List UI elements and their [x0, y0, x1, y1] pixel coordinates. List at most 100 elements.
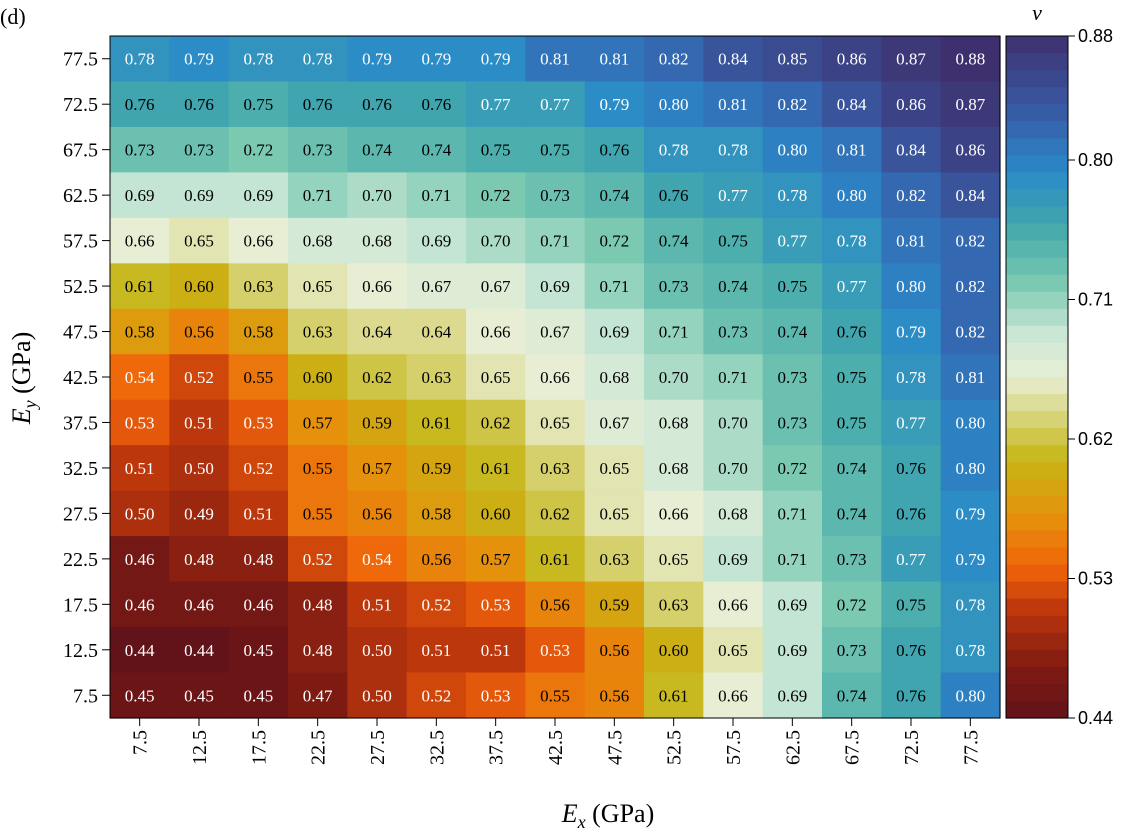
colorbar-segment [1006, 462, 1068, 480]
heatmap-cell-label: 0.75 [896, 595, 926, 614]
heatmap-cell [347, 672, 408, 719]
heatmap-cell [525, 581, 586, 628]
y-tick-label: 17.5 [63, 594, 98, 616]
heatmap-cell [169, 627, 230, 674]
colorbar-segment [1006, 411, 1068, 429]
heatmap-cell-label: 0.78 [659, 141, 689, 160]
heatmap-cell-label: 0.80 [955, 686, 985, 705]
colorbar-tick-label: 0.53 [1078, 569, 1113, 589]
heatmap-cell [644, 672, 704, 719]
heatmap-cell [406, 672, 467, 719]
heatmap-cell [644, 536, 704, 583]
colorbar-segment [1006, 547, 1068, 566]
heatmap-cell [110, 81, 170, 128]
heatmap-cell-label: 0.73 [777, 368, 807, 387]
heatmap-cell-label: 0.77 [540, 95, 570, 114]
heatmap-cell-label: 0.76 [896, 459, 926, 478]
colorbar-segment [1006, 223, 1068, 242]
colorbar-segment [1006, 445, 1068, 463]
heatmap-cell [822, 627, 882, 674]
heatmap-cell-label: 0.68 [303, 232, 333, 251]
heatmap-cell [169, 217, 230, 264]
heatmap-cell [940, 627, 1001, 674]
heatmap-cell [584, 536, 645, 583]
heatmap-cell [288, 263, 348, 310]
heatmap-cell [881, 81, 942, 128]
heatmap-cell-label: 0.67 [599, 413, 629, 432]
colorbar-segment [1006, 240, 1068, 259]
heatmap-cell [110, 627, 170, 674]
heatmap-cell [762, 126, 823, 173]
heatmap-cell [703, 172, 764, 219]
heatmap-cell [110, 263, 170, 310]
heatmap-cell [525, 308, 586, 355]
heatmap-cell-label: 0.65 [303, 277, 333, 296]
heatmap-cell [228, 581, 289, 628]
heatmap-cell-label: 0.74 [777, 323, 807, 342]
heatmap-cell-label: 0.77 [777, 232, 807, 251]
heatmap-cell-label: 0.75 [837, 413, 867, 432]
heatmap-cell-label: 0.68 [599, 368, 629, 387]
y-axis-title: Ey (GPa) [7, 332, 40, 425]
heatmap-cell [881, 172, 942, 219]
heatmap-cell-label: 0.74 [362, 141, 392, 160]
heatmap-cell-label: 0.74 [718, 277, 748, 296]
heatmap-cell-label: 0.66 [540, 368, 570, 387]
heatmap-cell [347, 126, 408, 173]
heatmap-cell [169, 399, 230, 446]
heatmap-cell [347, 445, 408, 492]
y-tick-label: 22.5 [63, 549, 98, 571]
colorbar-segment [1006, 496, 1068, 514]
colorbar-segment [1006, 291, 1068, 310]
heatmap-cell-label: 0.60 [303, 368, 333, 387]
colorbar-segment [1006, 53, 1068, 71]
x-tick-label: 32.5 [426, 730, 448, 765]
heatmap-cell [881, 581, 942, 628]
colorbar-segment [1006, 359, 1068, 378]
y-tick-label: 57.5 [63, 231, 98, 253]
heatmap-cell [940, 81, 1001, 128]
heatmap-cell [584, 81, 645, 128]
heatmap-cell-label: 0.69 [777, 595, 807, 614]
heatmap-cell-label: 0.67 [481, 277, 511, 296]
heatmap-cell-label: 0.77 [481, 95, 511, 114]
heatmap-cell [228, 126, 289, 173]
heatmap-cell [347, 490, 408, 537]
heatmap-cell-label: 0.84 [955, 186, 985, 205]
colorbar-title: ν [1032, 0, 1042, 25]
heatmap-cell-label: 0.62 [540, 504, 570, 523]
heatmap-cell [228, 263, 289, 310]
heatmap-cell [466, 399, 526, 446]
heatmap-cell-label: 0.77 [718, 186, 748, 205]
heatmap-cell [940, 126, 1001, 173]
colorbar-segment [1006, 342, 1068, 361]
heatmap-cell-label: 0.74 [837, 504, 867, 523]
heatmap-cell-label: 0.76 [362, 95, 392, 114]
heatmap-cell-label: 0.71 [777, 550, 807, 569]
heatmap-cell-label: 0.84 [896, 141, 926, 160]
heatmap-cell [169, 81, 230, 128]
heatmap-cell-label: 0.78 [955, 595, 985, 614]
heatmap-cell-label: 0.57 [303, 413, 333, 432]
heatmap-cell [822, 81, 882, 128]
heatmap-cell-label: 0.56 [599, 641, 629, 660]
heatmap-cell-label: 0.82 [955, 277, 985, 296]
heatmap-cell [466, 672, 526, 719]
heatmap-cell-label: 0.65 [481, 368, 511, 387]
heatmap-cell [525, 36, 586, 83]
colorbar-segment [1006, 325, 1068, 344]
heatmap-cell-label: 0.63 [540, 459, 570, 478]
heatmap-cell-label: 0.57 [362, 459, 392, 478]
heatmap-cell-label: 0.59 [421, 459, 451, 478]
colorbar-segment [1006, 632, 1068, 651]
heatmap-cell [406, 399, 467, 446]
heatmap-cell-label: 0.60 [481, 504, 511, 523]
heatmap-cell [169, 308, 230, 355]
heatmap-cell [940, 172, 1001, 219]
heatmap-cell-label: 0.86 [837, 50, 867, 69]
heatmap-cell-label: 0.81 [955, 368, 985, 387]
heatmap-cell-label: 0.77 [896, 413, 926, 432]
heatmap-cell [822, 354, 882, 401]
colorbar-segment [1006, 530, 1068, 549]
heatmap-cell-label: 0.82 [659, 50, 689, 69]
